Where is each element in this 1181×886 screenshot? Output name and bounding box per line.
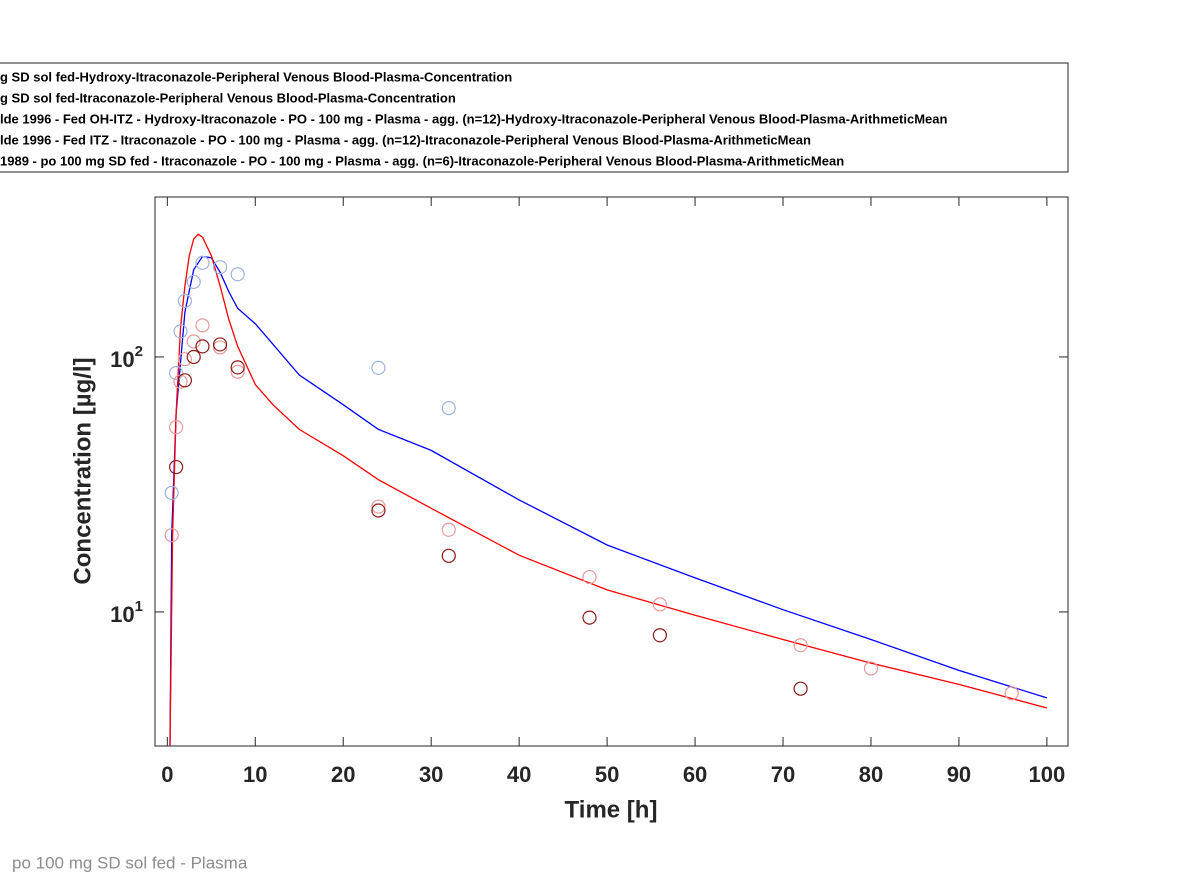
data-point bbox=[169, 365, 184, 381]
data-point bbox=[582, 569, 597, 585]
x-tick-label: 90 bbox=[947, 762, 971, 787]
legend-entry: g SD sol fed-Hydroxy-Itraconazole-Periph… bbox=[0, 69, 512, 84]
data-point bbox=[164, 485, 179, 500]
data-point bbox=[230, 364, 245, 379]
data-point bbox=[169, 459, 184, 475]
data-point bbox=[1004, 686, 1019, 701]
data-point bbox=[173, 324, 188, 339]
x-tick-label: 30 bbox=[419, 762, 443, 787]
y-tick-label: 102 bbox=[110, 343, 143, 372]
data-point bbox=[177, 352, 193, 367]
data-point bbox=[195, 318, 210, 333]
y-tick-label: 101 bbox=[110, 598, 143, 627]
data-point bbox=[195, 339, 210, 354]
legend-entry: 1989 - po 100 mg SD fed - Itraconazole -… bbox=[0, 153, 844, 168]
data-point bbox=[371, 503, 386, 518]
legend-entry: g SD sol fed-Itraconazole-Peripheral Ven… bbox=[0, 90, 456, 105]
data-point bbox=[652, 628, 667, 643]
data-point bbox=[441, 548, 456, 563]
data-point bbox=[212, 260, 228, 275]
data-point bbox=[186, 334, 201, 349]
data-point bbox=[441, 401, 456, 416]
data-point bbox=[371, 360, 386, 375]
series-line bbox=[169, 255, 1048, 746]
x-tick-label: 70 bbox=[771, 762, 795, 787]
data-point bbox=[793, 681, 808, 696]
data-point bbox=[371, 499, 386, 514]
data-point bbox=[230, 267, 245, 282]
data-point bbox=[164, 528, 179, 543]
data-point bbox=[186, 349, 201, 365]
legend-entry: lde 1996 - Fed OH-ITZ - Hydroxy-Itracona… bbox=[0, 111, 947, 126]
x-tick-label: 20 bbox=[331, 762, 355, 787]
legend-box bbox=[0, 62, 1069, 173]
data-point bbox=[212, 340, 228, 355]
data-point bbox=[582, 610, 597, 625]
x-tick-label: 0 bbox=[161, 762, 173, 787]
plot-area bbox=[164, 233, 1048, 746]
data-point bbox=[230, 360, 245, 375]
x-tick-label: 40 bbox=[507, 762, 531, 787]
x-tick-label: 80 bbox=[859, 762, 883, 787]
data-point bbox=[863, 661, 879, 676]
data-point bbox=[793, 638, 808, 653]
data-point bbox=[169, 420, 184, 435]
x-tick-label: 60 bbox=[683, 762, 707, 787]
data-point bbox=[212, 337, 228, 352]
x-axis-label: Time [h] bbox=[565, 796, 658, 823]
legend-entry: lde 1996 - Fed ITZ - Itraconazole - PO -… bbox=[0, 132, 811, 147]
axes-box bbox=[154, 196, 1069, 747]
data-point bbox=[652, 597, 667, 612]
y-axis-label: Concentration [µg/l] bbox=[69, 357, 96, 584]
x-tick-label: 100 bbox=[1029, 762, 1066, 787]
data-point bbox=[177, 373, 193, 388]
data-point bbox=[186, 274, 201, 289]
data-point bbox=[177, 293, 193, 308]
data-point bbox=[195, 255, 210, 270]
data-point bbox=[441, 522, 456, 537]
x-tick-label: 10 bbox=[243, 762, 267, 787]
x-tick-label: 50 bbox=[595, 762, 619, 787]
series-line bbox=[169, 233, 1048, 746]
footnote: po 100 mg SD sol fed - Plasma bbox=[12, 853, 248, 872]
